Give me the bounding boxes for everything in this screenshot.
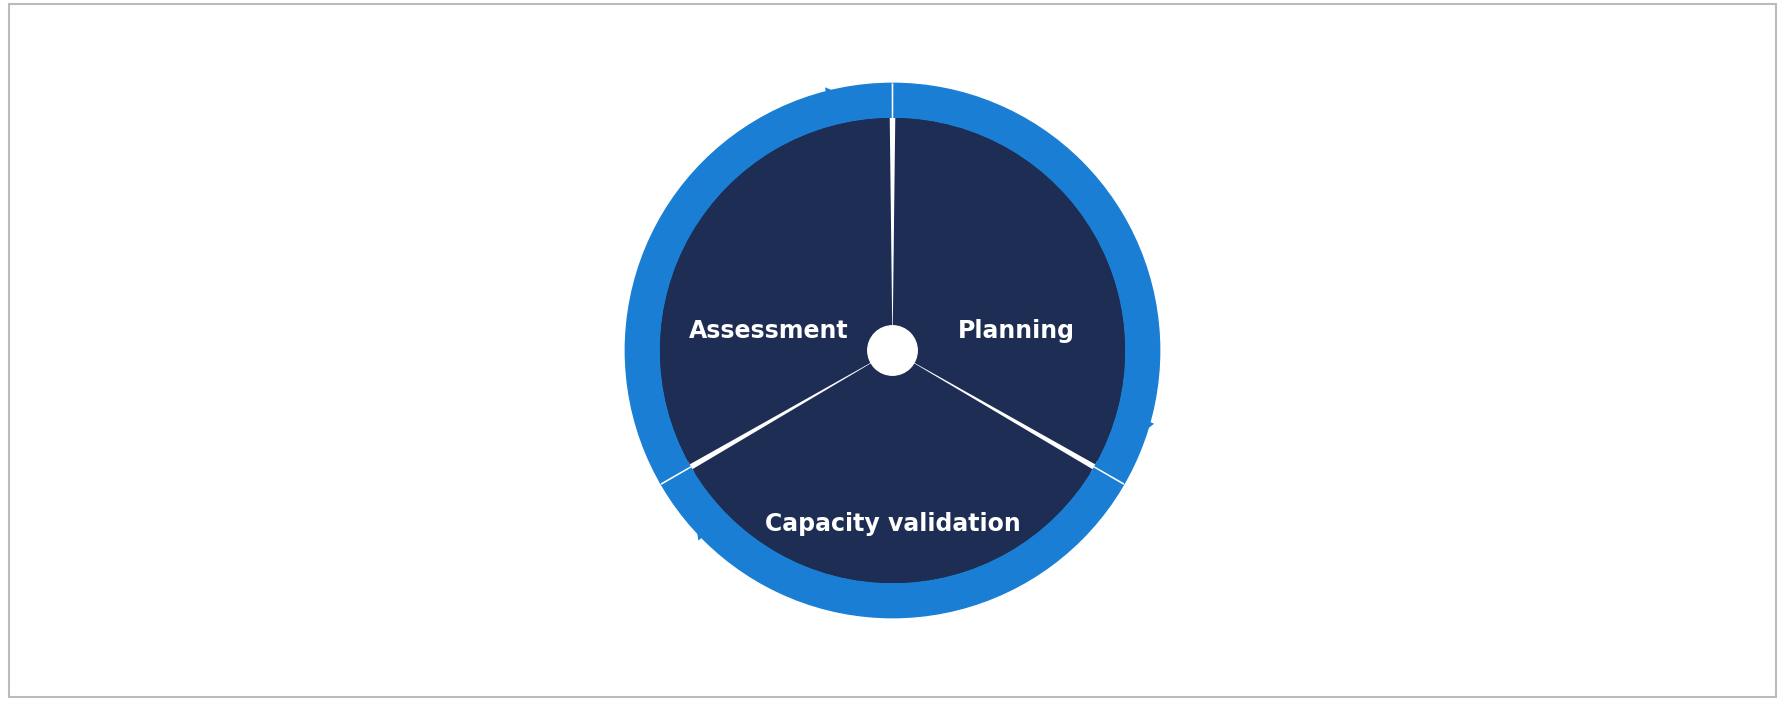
Circle shape xyxy=(868,326,917,375)
Wedge shape xyxy=(892,118,1125,464)
Wedge shape xyxy=(693,350,1092,583)
Wedge shape xyxy=(892,350,1125,485)
Wedge shape xyxy=(660,350,892,485)
Wedge shape xyxy=(660,118,892,464)
Wedge shape xyxy=(660,118,892,464)
Wedge shape xyxy=(892,118,1125,464)
Wedge shape xyxy=(885,118,900,350)
Text: Capacity validation: Capacity validation xyxy=(764,512,1021,536)
Wedge shape xyxy=(687,350,892,472)
Wedge shape xyxy=(693,350,1092,583)
Circle shape xyxy=(625,83,1160,618)
Polygon shape xyxy=(825,88,862,126)
Text: Assessment: Assessment xyxy=(689,319,848,343)
Polygon shape xyxy=(1117,409,1155,448)
Wedge shape xyxy=(892,350,1098,472)
Text: Planning: Planning xyxy=(959,319,1075,343)
Polygon shape xyxy=(693,501,730,540)
